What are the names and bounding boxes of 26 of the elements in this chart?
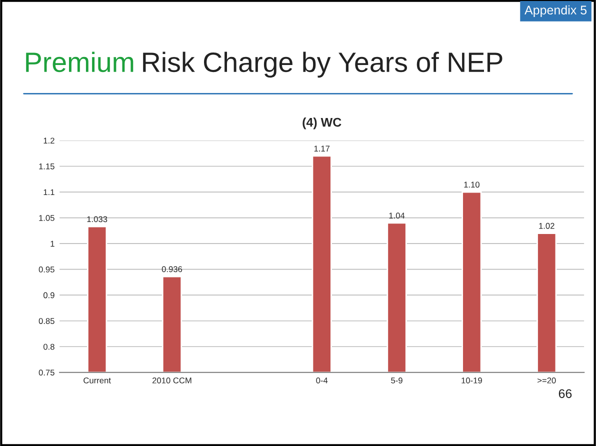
- y-tick-label: 1.2: [44, 138, 54, 144]
- y-tick-label: 0.8: [43, 344, 54, 350]
- y-tick-label: 0.95: [38, 266, 54, 272]
- y-tick-label: 1.05: [39, 214, 54, 221]
- y-tick-label: 0.75: [38, 370, 54, 376]
- x-tick-label: 2010 CCM: [152, 377, 192, 384]
- chart-subtitle: (4) WC: [302, 118, 342, 130]
- x-tick-label: 5-9: [391, 377, 402, 384]
- y-tick-label: 1: [50, 240, 54, 247]
- data-label: 1.033: [87, 216, 108, 222]
- data-label: 1.10: [464, 182, 480, 188]
- data-label: 1.02: [539, 222, 554, 229]
- y-tick-label: 1.15: [39, 164, 54, 170]
- data-label: 1.04: [389, 212, 405, 219]
- x-tick-label: 0-4: [316, 377, 328, 384]
- chart-title: Premium Risk Charge by Years of NEP: [26, 52, 502, 78]
- y-tick-label: 0.85: [38, 318, 54, 324]
- x-tick-label: 10-19: [462, 377, 482, 384]
- text: 66: [558, 389, 572, 398]
- y-tick-label: 1.1: [44, 189, 54, 196]
- y-tick-label: 0.9: [43, 292, 54, 298]
- x-tick-label: Current: [84, 377, 111, 384]
- text: Appendix 5: [524, 5, 587, 17]
- x-tick-label: >=20: [538, 377, 556, 384]
- data-label: 0.936: [162, 266, 182, 272]
- data-label: 1.17: [314, 146, 330, 152]
